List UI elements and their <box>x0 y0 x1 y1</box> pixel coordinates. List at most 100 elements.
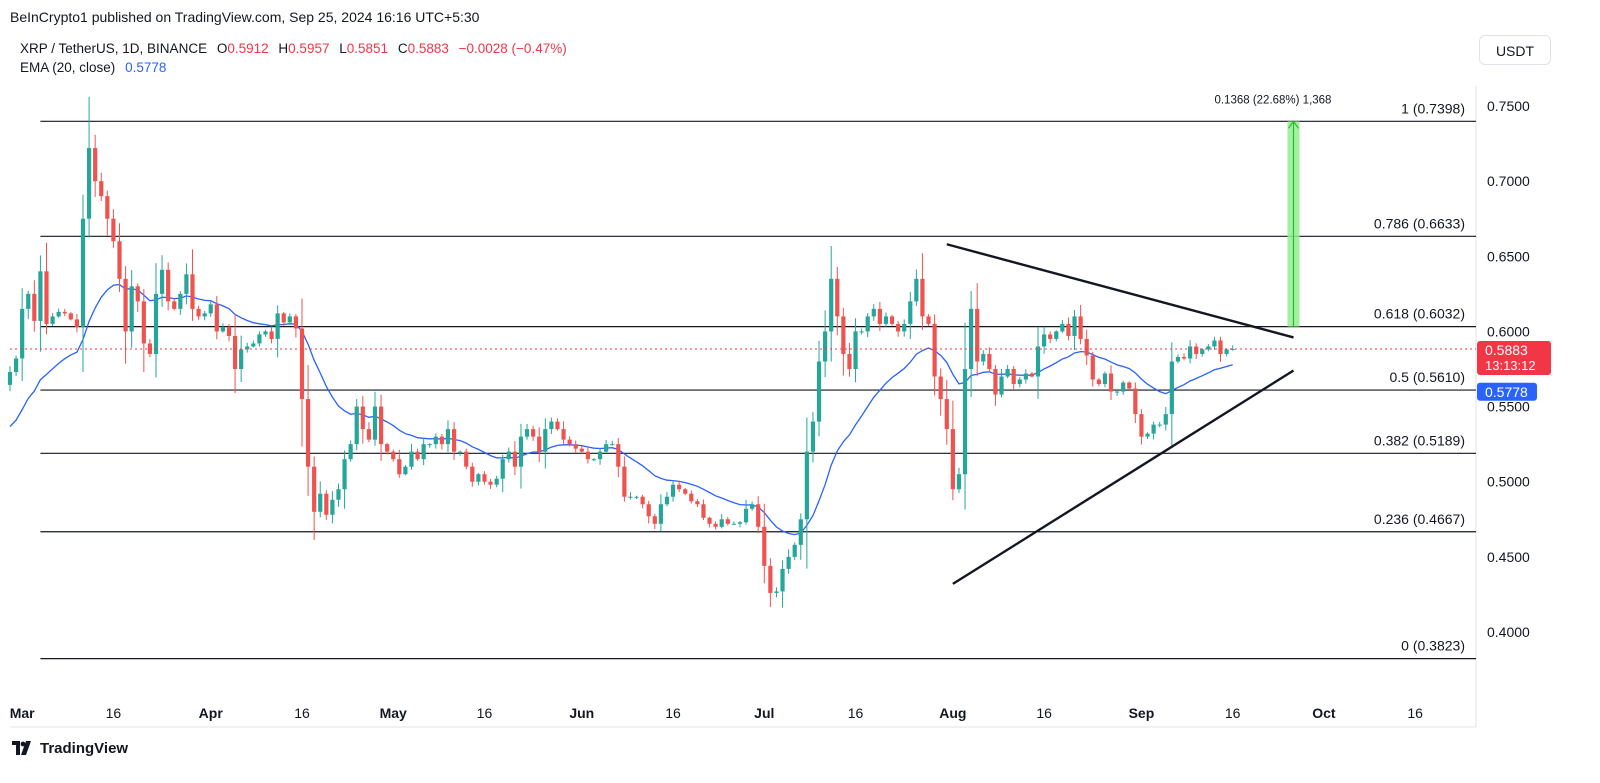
candle-body <box>287 316 292 323</box>
time-tick-label: May <box>380 705 407 721</box>
candle-body <box>780 568 785 592</box>
candle-body <box>695 501 700 505</box>
candle-body <box>1157 424 1162 426</box>
candle-body <box>342 459 347 490</box>
candle-body <box>750 504 755 509</box>
candle-body <box>731 523 736 525</box>
legend-close-value: 0.5883 <box>408 41 449 56</box>
measure-tool[interactable]: 0.1368 (22.68%) 1,368 <box>1214 94 1331 327</box>
candle-body <box>1151 424 1156 434</box>
fib-level-label: 0.786 (0.6633) <box>1374 215 1465 231</box>
candle-body <box>251 343 256 347</box>
time-axis[interactable]: Mar 16 Apr 16 May 16 Jun 16 Jul 16 Aug 16 Sep 16 Oct 16 <box>10 705 1423 721</box>
candle-body <box>664 496 670 505</box>
candle-body <box>38 271 43 321</box>
fib-level-label: 0.5 (0.5610) <box>1390 369 1466 385</box>
candle-body <box>1005 369 1010 377</box>
candle-body <box>439 436 444 445</box>
candle-body <box>640 496 645 505</box>
candle-body <box>44 271 49 324</box>
brand-label: TradingView <box>40 739 129 757</box>
candle-body <box>1023 373 1028 380</box>
candle-body <box>762 526 767 566</box>
triangle-trendlines[interactable] <box>10 243 1476 585</box>
candle-body <box>80 218 86 327</box>
candle-body <box>561 429 566 440</box>
candle-body <box>743 508 749 523</box>
tradingview-brand[interactable]: TradingView <box>12 738 128 758</box>
candle-body <box>226 326 232 336</box>
candle-body <box>792 544 797 557</box>
candle-body <box>305 399 311 467</box>
candle-body <box>786 556 791 569</box>
candle-body <box>883 316 889 324</box>
fibonacci-retracement[interactable]: 1 (0.7398) 0.786 (0.6633) 0.618 (0.6032) 0.… <box>40 100 1476 660</box>
trendline-upper <box>946 243 1294 339</box>
candle-body <box>670 484 676 497</box>
time-tick-label: Oct <box>1312 705 1336 721</box>
candle-body <box>1218 340 1223 354</box>
candle-body <box>178 293 183 309</box>
ema-line <box>9 283 1233 536</box>
candle-body <box>1108 373 1114 392</box>
candle-body <box>172 301 177 309</box>
time-tick-label: Mar <box>10 705 35 721</box>
candle-body <box>123 278 128 332</box>
candle-body <box>1048 334 1053 339</box>
candle-body <box>1139 414 1144 437</box>
candle-body <box>853 331 858 369</box>
candle-body <box>701 504 706 518</box>
last-price-badge <box>1477 341 1551 376</box>
candle-body <box>105 196 110 219</box>
candle-body <box>573 444 578 449</box>
candle-body <box>889 316 895 324</box>
candle-body <box>397 459 402 475</box>
candle-body <box>1187 346 1193 359</box>
candle-body <box>628 496 633 498</box>
candle-body <box>1096 379 1101 385</box>
candle-body <box>1011 369 1016 385</box>
time-tick-label: Sep <box>1129 705 1155 721</box>
legend-ema-label: EMA (20, close) <box>20 60 115 75</box>
candle-body <box>835 278 840 317</box>
candle-body <box>689 493 694 502</box>
candle-body <box>1212 340 1217 347</box>
legend-open-value: 0.5912 <box>227 41 268 56</box>
candle-body <box>245 346 250 350</box>
candle-body <box>798 519 803 545</box>
candle-body <box>220 326 226 332</box>
time-tick-label: 16 <box>848 705 864 721</box>
candle-body <box>677 484 682 490</box>
time-tick-label: Jun <box>569 705 594 721</box>
candle-body <box>950 429 955 490</box>
candle-body <box>20 308 25 359</box>
candle-body <box>451 429 457 452</box>
candle-body <box>135 286 140 302</box>
candle-body <box>403 466 408 475</box>
candle-body <box>330 499 335 515</box>
candle-body <box>366 429 371 440</box>
candle-body <box>415 451 420 460</box>
candle-body <box>458 451 463 453</box>
candle-body <box>543 429 548 452</box>
currency-button[interactable]: USDT <box>1479 35 1551 65</box>
candle-body <box>926 316 931 324</box>
legend-ema-value: 0.5778 <box>125 60 166 75</box>
candle-body <box>299 328 305 400</box>
candle-body <box>1181 356 1187 359</box>
candle-body <box>281 313 286 323</box>
candle-body <box>26 293 31 309</box>
candle-body <box>531 429 536 437</box>
measure-label: 0.1368 (22.68%) 1,368 <box>1214 94 1331 106</box>
candle-body <box>962 369 968 475</box>
candle-body <box>725 519 730 524</box>
price-axis[interactable]: 0.4000 0.4500 0.5000 0.5500 0.6000 0.6500 0.70… <box>1487 98 1530 640</box>
candle-body <box>1163 414 1168 425</box>
candle-body <box>871 308 876 317</box>
candle-body <box>616 444 621 467</box>
candle-body <box>1115 391 1120 393</box>
candle-body <box>409 451 414 467</box>
fib-level-label: 1 (0.7398) <box>1401 100 1465 116</box>
